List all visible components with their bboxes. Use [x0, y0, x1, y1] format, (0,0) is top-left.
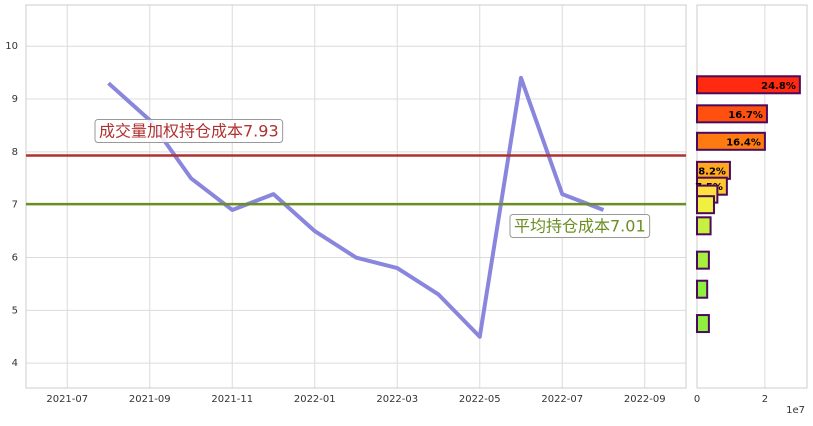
annotation: 平均持仓成本7.01 [509, 214, 651, 238]
bar-label: 16.4% [726, 137, 761, 148]
x-tick-label: 2022-05 [459, 394, 501, 405]
x-tick-label: 0 [694, 394, 700, 405]
x-tick-label: 2021-09 [129, 394, 171, 405]
x-tick-label: 2021-11 [211, 394, 253, 405]
volume-bar [696, 216, 712, 236]
annotation-box [509, 214, 651, 238]
plot-frame [25, 4, 687, 389]
annotation-label: 成交量加权持仓成本7.93 [99, 122, 279, 141]
x-tick-label: 2022-07 [541, 394, 583, 405]
bar-label: 24.8% [761, 81, 796, 92]
volume-bar [696, 131, 766, 151]
y-tick-label: 7 [12, 200, 18, 211]
volume-bar [696, 250, 710, 270]
annotation-label: 平均持仓成本7.01 [514, 217, 646, 236]
bar-label: 16.7% [728, 110, 763, 121]
annotation-box [94, 119, 284, 143]
volume-bar [696, 279, 709, 299]
y-tick-label: 9 [12, 94, 18, 105]
y-tick-label: 8 [12, 147, 18, 158]
price-line [107, 75, 605, 339]
x-offset-label: 1e7 [786, 405, 805, 416]
x-tick-label: 2022-09 [624, 394, 666, 405]
x-tick-label: 2 [762, 394, 768, 405]
bar-label: 8.2% [698, 166, 726, 177]
volume-bar [696, 104, 768, 124]
y-tick-label: 4 [12, 358, 18, 369]
x-tick-label: 2021-07 [46, 394, 88, 405]
annotation: 成交量加权持仓成本7.93 [94, 119, 284, 143]
volume-bar [696, 314, 710, 334]
x-tick-label: 2022-01 [294, 394, 336, 405]
y-tick-label: 6 [12, 253, 18, 264]
y-tick-label: 5 [12, 305, 18, 316]
volume-bar [696, 195, 715, 215]
volume-bar [696, 75, 801, 95]
y-tick-label: 10 [5, 41, 18, 52]
x-tick-label: 2022-03 [376, 394, 418, 405]
